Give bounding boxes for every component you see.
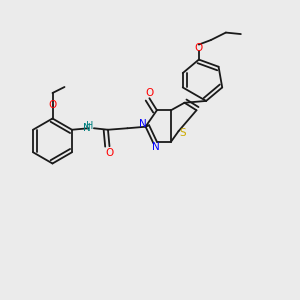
Text: S: S <box>180 128 186 138</box>
Text: H: H <box>86 121 94 131</box>
Text: O: O <box>105 148 114 158</box>
Text: N: N <box>83 123 91 133</box>
Text: O: O <box>145 88 154 98</box>
Text: N: N <box>152 142 159 152</box>
Text: O: O <box>195 43 203 53</box>
Text: N: N <box>139 119 146 129</box>
Text: O: O <box>48 100 57 110</box>
